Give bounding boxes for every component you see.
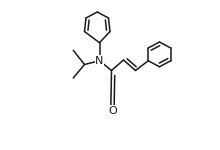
Text: O: O bbox=[109, 106, 117, 116]
Text: N: N bbox=[95, 56, 104, 66]
